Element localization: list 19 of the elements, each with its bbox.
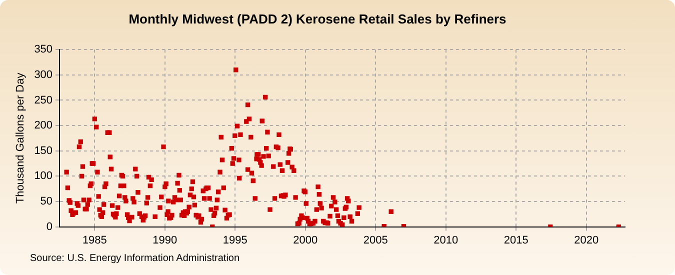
- x-tick-label: 1995: [222, 234, 248, 246]
- y-tick-label: 150: [34, 144, 53, 157]
- x-tick-label: 2010: [434, 234, 458, 246]
- y-tick-label: 100: [34, 170, 53, 182]
- x-tick-label: 1985: [82, 234, 107, 246]
- y-tick-label: 250: [34, 94, 53, 106]
- y-tick-label: 0: [46, 220, 53, 233]
- source-note: Source: U.S. Energy Information Administration: [30, 253, 240, 264]
- y-tick-label: 200: [34, 120, 53, 132]
- y-tick-label: 50: [40, 196, 53, 208]
- x-tick-label: 1990: [152, 234, 178, 246]
- y-tick-label: 300: [34, 68, 53, 81]
- x-tick-label: 2015: [504, 234, 528, 246]
- chart-title: Monthly Midwest (PADD 2) Kerosene Retail Sales by Refiners: [128, 11, 506, 26]
- x-tick-label: 2005: [363, 234, 388, 246]
- x-tick-label: 2020: [574, 234, 599, 246]
- y-axis-title: Thousand Gallons per Day: [14, 72, 27, 204]
- y-tick-label: 350: [34, 44, 53, 56]
- x-tick-label: 2000: [293, 234, 318, 246]
